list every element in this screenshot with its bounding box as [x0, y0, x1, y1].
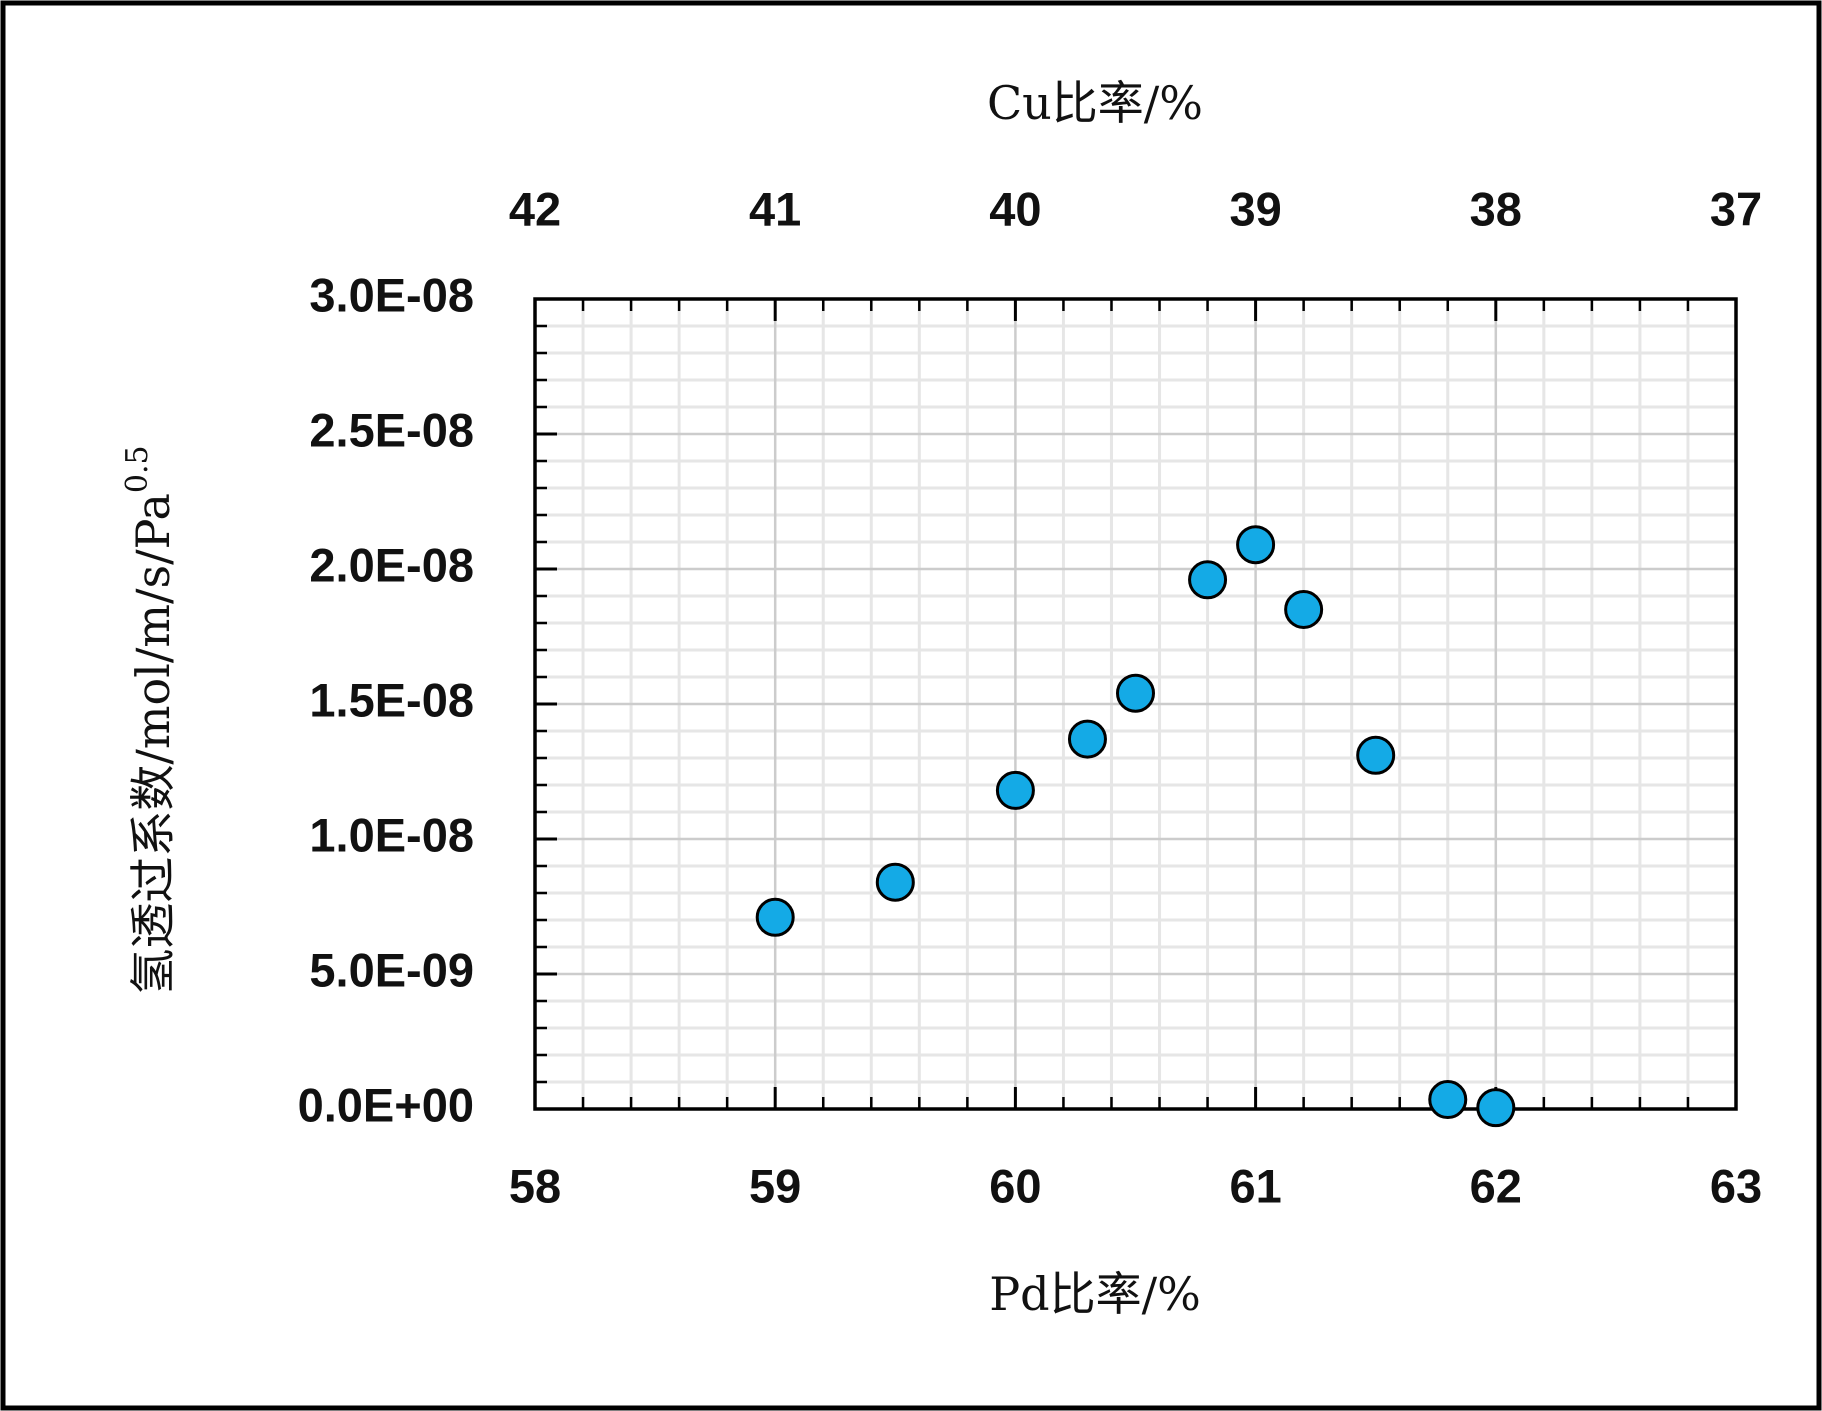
point [1356, 735, 1396, 775]
point [1236, 525, 1276, 565]
point [1428, 1080, 1468, 1120]
x-tick-label: 61 [1229, 1159, 1281, 1212]
point [1284, 590, 1324, 629]
x2-tick-label: 37 [1710, 182, 1762, 235]
y-tick-label: 0.0E+00 [298, 1078, 474, 1131]
y-axis-title-sup: 0.5 [120, 445, 155, 493]
point [1067, 719, 1107, 759]
x2-tick-label: 38 [1470, 182, 1522, 235]
point [875, 862, 915, 902]
y-tick-label: 2.0E-08 [309, 538, 474, 591]
x2-tick-label: 40 [989, 182, 1041, 235]
y-tick-label: 5.0E-09 [309, 943, 474, 996]
y-axis-title: 氢透过系数/mol/m/s/Pa0.5 [120, 445, 180, 994]
x-tick-label: 59 [749, 1159, 801, 1212]
x2-axis-title: Cu比率/% [987, 76, 1203, 130]
x-axis-title: Pd比率/% [989, 1267, 1201, 1321]
point [1188, 560, 1228, 600]
x2-tick-label: 39 [1229, 182, 1281, 235]
point [755, 897, 795, 937]
y-axis-title-text: 氢透过系数/mol/m/s/Pa [126, 493, 180, 995]
y-tick-label: 3.0E-08 [309, 268, 474, 321]
x-tick-label: 63 [1710, 1159, 1762, 1212]
point [995, 770, 1035, 810]
y-tick-label: 2.5E-08 [309, 403, 474, 456]
x-tick-label: 62 [1470, 1159, 1522, 1212]
x-tick-label: 60 [989, 1159, 1041, 1212]
y-tick-label: 1.5E-08 [309, 673, 474, 726]
point [1116, 673, 1155, 713]
x2-tick-label: 42 [509, 182, 561, 235]
point [1476, 1088, 1516, 1128]
plot-border [533, 297, 1738, 1111]
x2-tick-label: 41 [749, 182, 801, 235]
x-tick-label: 58 [509, 1159, 561, 1212]
y-tick-label: 1.0E-08 [309, 808, 474, 861]
